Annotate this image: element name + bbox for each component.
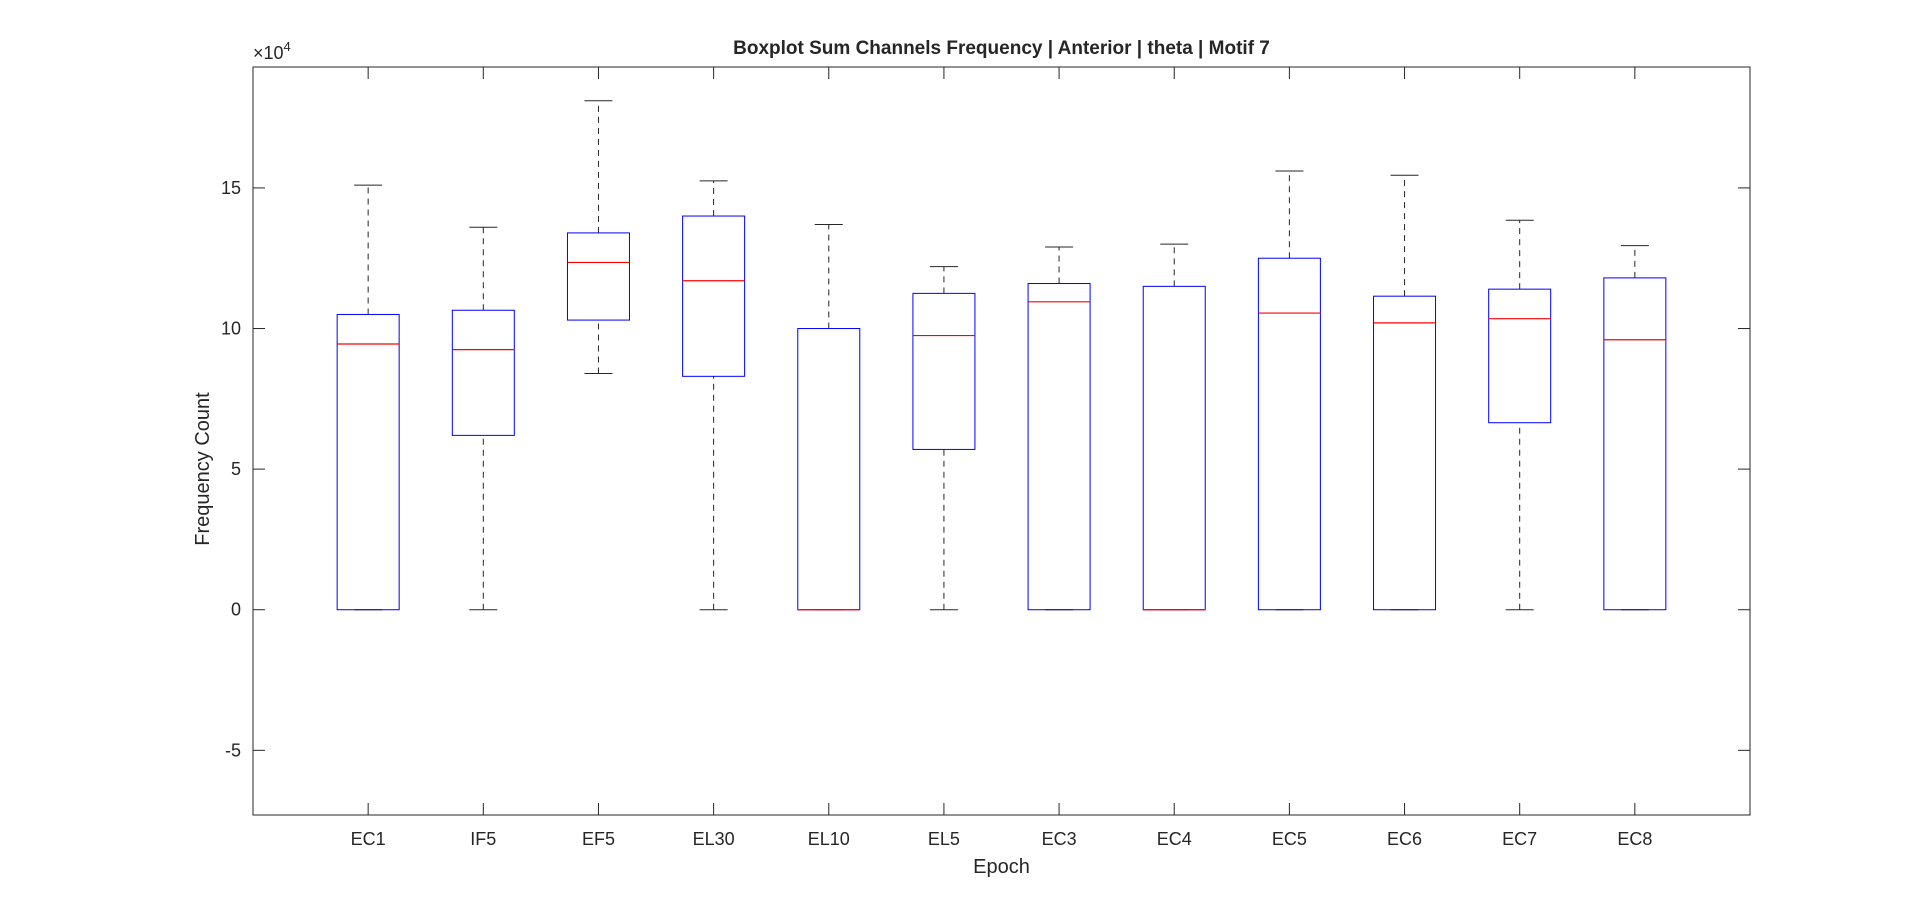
box-ef5 — [566, 100, 630, 375]
chart-title: Boxplot Sum Channels Frequency | Anterio… — [733, 38, 1270, 59]
x-tick-label: EC4 — [1157, 829, 1192, 849]
box-el5 — [912, 266, 976, 611]
axes-frame — [252, 66, 1751, 816]
box-iqr — [1027, 283, 1091, 611]
box-ec7 — [1488, 219, 1552, 611]
box-ec8 — [1603, 245, 1667, 611]
box-ec1 — [336, 184, 400, 611]
box-el30 — [682, 180, 746, 611]
box-iqr — [797, 328, 861, 611]
x-tick-label: EC5 — [1272, 829, 1307, 849]
box-ec3 — [1027, 246, 1091, 611]
x-tick-label: EL10 — [808, 829, 850, 849]
box-iqr — [1488, 288, 1552, 424]
y-tick-label: -5 — [225, 740, 241, 760]
box-iqr — [912, 292, 976, 450]
ticks-layer: -5 0 5 10 15 EC1 IF5 EF5 EL30 EL10 EL5 EC3 EC4 EC5 EC6… — [221, 67, 1750, 849]
x-tick-label: EC6 — [1387, 829, 1422, 849]
y-tick-label: 10 — [221, 319, 241, 339]
x-tick-label: EC8 — [1617, 829, 1652, 849]
box-iqr — [1257, 257, 1321, 611]
y-exponent-power: 4 — [284, 39, 291, 54]
box-iqr — [336, 313, 400, 611]
box-if5 — [451, 226, 515, 611]
box-el10 — [797, 223, 861, 611]
box-iqr — [1603, 277, 1667, 611]
y-axis-exponent-label: ×104 — [253, 39, 291, 63]
box-ec5 — [1257, 170, 1321, 611]
y-tick-label: 0 — [231, 600, 241, 620]
y-tick-label: 15 — [221, 178, 241, 198]
box-iqr — [682, 215, 746, 377]
box-iqr — [1142, 285, 1206, 611]
box-iqr — [1373, 295, 1437, 611]
y-tick-label: 5 — [231, 459, 241, 479]
y-exponent-base: ×10 — [253, 43, 284, 63]
box-ec4 — [1142, 243, 1206, 611]
boxes-layer — [336, 100, 1667, 611]
box-iqr — [566, 232, 630, 321]
x-tick-label: EL30 — [693, 829, 735, 849]
x-tick-label: EC3 — [1042, 829, 1077, 849]
x-tick-label: EC7 — [1502, 829, 1537, 849]
y-axis-label: Frequency Count — [192, 392, 214, 546]
x-tick-label: IF5 — [470, 829, 496, 849]
x-tick-label: EL5 — [928, 829, 960, 849]
box-iqr — [451, 309, 515, 436]
box-ec6 — [1373, 174, 1437, 611]
x-tick-label: EC1 — [351, 829, 386, 849]
x-tick-label: EF5 — [582, 829, 615, 849]
x-axis-label: Epoch — [973, 856, 1030, 878]
